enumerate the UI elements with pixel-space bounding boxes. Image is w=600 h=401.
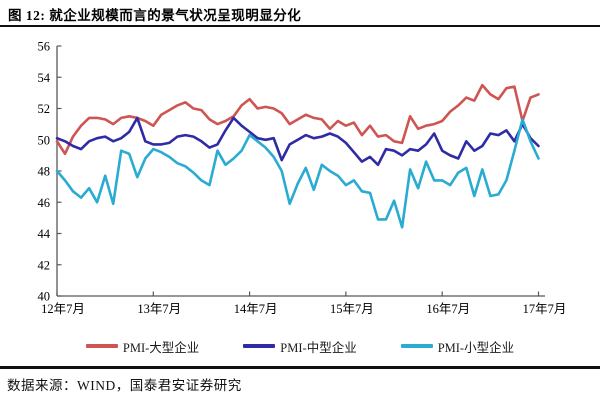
pmi-line-chart: 40 42 44 46 48 50 52 54 56 12年7月 13年7月 14年7月 15年7月 1… [0, 30, 600, 330]
y-tick-label: 50 [38, 133, 51, 147]
x-tick-label: 14年7月 [234, 302, 278, 316]
x-tick-label: 16年7月 [426, 302, 470, 316]
x-tick-label: 12年7月 [41, 302, 85, 316]
y-tick-label: 44 [38, 227, 51, 241]
y-axis-tick-labels: 40 42 44 46 48 50 52 54 56 [38, 40, 51, 304]
x-tick-label: 17年7月 [523, 302, 567, 316]
y-tick-label: 40 [38, 290, 51, 304]
legend-label: PMI-大型企业 [122, 340, 200, 355]
legend-item-1: PMI-中型企业 [243, 337, 357, 356]
y-tick-label: 52 [38, 102, 51, 116]
title-rule [0, 25, 600, 27]
legend-label: PMI-小型企业 [437, 340, 515, 355]
y-tick-label: 46 [38, 196, 51, 210]
legend-swatch [243, 344, 276, 348]
x-tick-label: 15年7月 [330, 302, 374, 316]
y-tick-label: 56 [38, 40, 51, 54]
axes [56, 45, 545, 297]
y-tick-label: 42 [38, 258, 51, 272]
legend-swatch [400, 344, 433, 348]
legend-item-0: PMI-大型企业 [85, 337, 200, 356]
footer-rule [0, 366, 600, 369]
y-tick-label: 48 [38, 165, 51, 179]
legend-label: PMI-中型企业 [280, 340, 357, 355]
x-tick-label: 13年7月 [137, 302, 181, 316]
figure-title: 图 12: 就企业规模而言的景气状况呈现明显分化 [8, 8, 302, 23]
legend-swatch [85, 344, 118, 348]
data-lines [55, 83, 540, 229]
chart-legend: PMI-大型企业 PMI-中型企业 PMI-小型企业 [0, 336, 600, 356]
y-tick-label: 54 [38, 71, 51, 85]
x-axis-tick-labels: 12年7月 13年7月 14年7月 15年7月 16年7月 17年7月 [41, 302, 566, 316]
line-series-2 [55, 118, 540, 229]
data-source-text: 数据来源：WIND，国泰君安证券研究 [7, 378, 242, 393]
legend-item-2: PMI-小型企业 [400, 337, 515, 356]
line-series-1 [55, 116, 540, 167]
